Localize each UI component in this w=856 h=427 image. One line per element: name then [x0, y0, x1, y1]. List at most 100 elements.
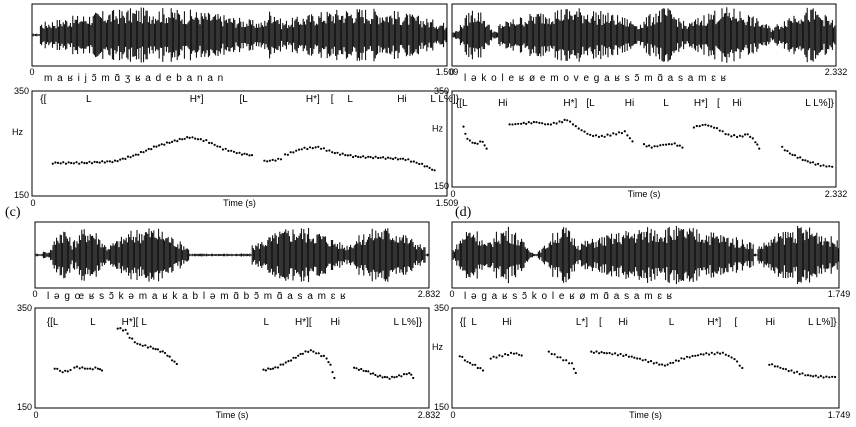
- tobi-label: {[L: [456, 98, 468, 109]
- pitch-point: [421, 162, 424, 165]
- pitch-point: [733, 358, 736, 361]
- pitch-point: [238, 151, 241, 154]
- pitch-point: [605, 352, 608, 355]
- pitch-point: [98, 368, 102, 371]
- pitch-point: [183, 137, 186, 140]
- pitch-point: [674, 359, 678, 362]
- pitch-point: [619, 352, 622, 356]
- pitch-point: [93, 160, 96, 163]
- pitch-point: [168, 141, 171, 144]
- pitch-point: [121, 329, 125, 332]
- pitch-point: [570, 362, 574, 365]
- pitch-point: [653, 145, 656, 148]
- pitch-point: [592, 134, 595, 138]
- pitch-point: [508, 123, 511, 126]
- pitch-point: [284, 153, 287, 156]
- pitch-point: [160, 143, 163, 146]
- pitch-point: [471, 141, 474, 144]
- pitch-point: [520, 354, 523, 357]
- pitch-point: [608, 351, 611, 355]
- pitch-point: [146, 346, 149, 349]
- pitch-point: [362, 155, 365, 158]
- pitch-point: [352, 155, 355, 159]
- pitch-point: [227, 149, 230, 152]
- pitch-point: [271, 367, 275, 370]
- tobi-label: L L%]}: [430, 94, 459, 105]
- pitch-point: [538, 121, 541, 124]
- pitch-point: [103, 161, 106, 164]
- pitch-point: [580, 129, 583, 132]
- pitch-point: [364, 156, 367, 159]
- pitch-point: [374, 155, 377, 158]
- pitch-point: [408, 372, 411, 375]
- pitch-point: [705, 352, 708, 355]
- pitch-point: [713, 126, 716, 129]
- pitch-point: [476, 366, 479, 370]
- pitch-point: [62, 161, 65, 164]
- y-min-label: 150: [434, 181, 449, 191]
- pitch-point: [628, 137, 632, 140]
- pitch-point: [106, 160, 109, 163]
- pitch-point: [304, 350, 307, 353]
- pitch-point: [150, 148, 153, 151]
- pitch-point: [386, 376, 389, 379]
- pitch-point: [721, 351, 725, 354]
- pitch-point: [812, 375, 815, 378]
- pitch-point: [667, 143, 671, 146]
- pitch-point: [381, 376, 384, 379]
- pitch-point: [292, 356, 295, 359]
- tobi-label: [L: [586, 98, 595, 109]
- tobi-label: L: [471, 317, 477, 328]
- pitch-point: [384, 157, 387, 160]
- pitch-point: [525, 122, 528, 125]
- pitch-point: [271, 158, 274, 161]
- pitch-point: [208, 141, 211, 144]
- pitch-point: [297, 354, 300, 357]
- pitch-point: [131, 337, 134, 340]
- tobi-label: Hi: [331, 317, 340, 328]
- pitch-point: [819, 164, 822, 167]
- pitch-point: [644, 358, 647, 361]
- pitch-point: [787, 369, 790, 373]
- pitch-point: [145, 149, 148, 152]
- pitch-point: [398, 374, 401, 377]
- tobi-label: L: [141, 317, 147, 328]
- pitch-point: [822, 164, 825, 167]
- pitch-point: [779, 366, 782, 369]
- pitch-point: [622, 354, 625, 357]
- pitch-point: [474, 363, 477, 366]
- pitch-point: [656, 145, 659, 148]
- pitch-point: [387, 156, 390, 159]
- pitch-point: [568, 362, 571, 365]
- wave-xmax-label: 2.332: [825, 67, 848, 77]
- pitch-point: [655, 361, 658, 364]
- pitch-point: [165, 141, 168, 144]
- pitch-point: [61, 371, 64, 374]
- pitch-point: [210, 142, 213, 145]
- pitch-point: [600, 134, 603, 137]
- pitch-point: [611, 353, 614, 356]
- pitch-point: [72, 162, 75, 165]
- pitch-point: [194, 137, 197, 140]
- pitch-point: [367, 155, 370, 158]
- pitch-point: [676, 144, 679, 147]
- pitch-point: [546, 123, 550, 126]
- tobi-label: Hi: [625, 98, 634, 109]
- pitch-point: [154, 348, 157, 351]
- pitch-point: [464, 132, 467, 135]
- pitch-point: [804, 159, 807, 162]
- pitch-point: [116, 160, 119, 163]
- pitch-point: [362, 369, 365, 372]
- pitch-point: [799, 156, 802, 159]
- pitch-point: [695, 124, 698, 128]
- pitch-point: [828, 376, 831, 379]
- pitch-point: [325, 357, 328, 360]
- pitch-point: [801, 372, 804, 375]
- pitch-point: [402, 373, 406, 376]
- pitch-point: [670, 143, 673, 146]
- tobi-label: L L%]}: [805, 98, 834, 109]
- pitch-point: [666, 363, 669, 366]
- pitch-point: [495, 356, 498, 359]
- pitch-point: [269, 368, 272, 371]
- pitch-point: [428, 166, 431, 169]
